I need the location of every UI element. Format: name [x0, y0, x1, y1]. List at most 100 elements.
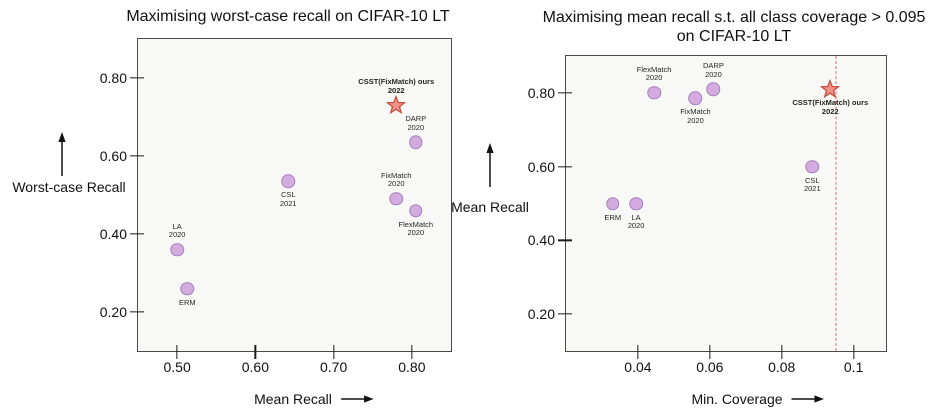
point-label: CSST(FixMatch) ours 2022: [358, 78, 434, 95]
point-label-line: 2021: [279, 198, 297, 208]
circle-marker-fixmatch: [688, 91, 703, 106]
right-plot-area: 0.04 0.06 0.08 0.1 0.20 0.40 0.60 0.80 ERM LA 2020…: [528, 55, 887, 375]
x-tick-mark: [637, 345, 639, 359]
x-tick-label: 0.08: [768, 359, 796, 375]
right-chart-title: Maximising mean recall s.t. all class co…: [543, 9, 926, 46]
point-label: FlexMatch 2020: [636, 64, 672, 83]
point-label-line: 2020: [705, 69, 722, 79]
circle-marker-la: [629, 196, 643, 211]
y-tick-label: 0.20: [527, 306, 555, 323]
y-tick-mark: [130, 155, 144, 157]
y-tick-mark: [558, 313, 572, 315]
point-label-line: DARP: [405, 114, 427, 124]
point-label-line: 2020: [407, 228, 425, 238]
x-tick-label: 0.60: [241, 359, 269, 375]
right-x-axis-label-text: Min. Coverage: [691, 391, 783, 407]
point-label: FlexMatch 2020: [398, 219, 434, 238]
point-label: LA 2020: [169, 222, 186, 239]
point-label: LA 2020: [627, 212, 645, 231]
y-tick-mark: [130, 77, 144, 79]
point-label: CSST(FixMatch) ours 2022: [792, 99, 868, 116]
y-tick-label: 0.80: [99, 70, 127, 86]
circle-marker-flexmatch: [409, 203, 423, 218]
circle-marker-flexmatch: [647, 86, 661, 100]
point-label-line: 2020: [687, 116, 704, 125]
point-label-line: FlexMatch: [398, 219, 434, 229]
point-label-line: ERM: [604, 212, 622, 222]
circle-marker-la: [170, 242, 184, 257]
x-tick-label: 0.70: [320, 359, 348, 375]
point-label: FixMatch 2020: [381, 170, 412, 189]
point-label-line: 2020: [645, 73, 663, 83]
y-tick-mark: [558, 239, 572, 242]
coverage-constraint-line: [835, 56, 837, 351]
point-label-line: FixMatch: [381, 170, 412, 180]
point-label: FixMatch 2020: [680, 108, 710, 125]
point-label-line: 2022: [821, 106, 839, 116]
y-tick-label: 0.80: [527, 84, 555, 101]
left-x-axis-label: Mean Recall: [254, 391, 374, 407]
left-y-axis-label: Worst-case Recall: [12, 179, 126, 195]
point-label-line: FlexMatch: [636, 64, 672, 74]
point-label-line: 2020: [627, 221, 645, 231]
x-tick-label: 0.80: [398, 359, 426, 375]
y-tick-mark: [130, 311, 144, 313]
point-label: CSL 2021: [803, 175, 821, 194]
circle-marker-erm: [180, 281, 195, 296]
circle-marker-csl: [281, 174, 295, 189]
point-label-line: 2020: [168, 230, 186, 239]
circle-marker-fixmatch: [389, 192, 403, 206]
circle-marker-darp: [409, 135, 423, 150]
point-label-line: CSL: [280, 190, 296, 200]
circle-marker-csl: [805, 159, 820, 174]
y-tick-mark: [558, 92, 572, 94]
point-label: ERM: [604, 212, 622, 223]
point-label-line: LA: [631, 212, 641, 222]
right-arrow-icon: [791, 395, 825, 403]
left-x-axis-label-text: Mean Recall: [254, 391, 332, 407]
y-tick-label: 0.60: [527, 158, 555, 175]
right-y-axis-label: Mean Recall: [451, 199, 529, 215]
point-label: DARP 2020: [702, 61, 724, 79]
point-label-line: CSST(FixMatch) ours: [358, 77, 435, 87]
point-label: DARP 2020: [405, 115, 426, 132]
x-tick-label: 0.04: [624, 359, 652, 375]
y-tick-mark: [130, 233, 144, 235]
point-label-line: 2021: [803, 184, 821, 194]
y-tick-label: 0.40: [99, 226, 127, 242]
circle-marker-darp: [706, 82, 721, 96]
left-chart-title: Maximising worst-case recall on CIFAR-10…: [126, 8, 450, 25]
y-tick-mark: [558, 165, 572, 168]
right-chart-title-line2: on CIFAR-10 LT: [676, 27, 792, 45]
x-tick-mark: [781, 345, 783, 359]
x-tick-mark: [176, 345, 178, 359]
point-label-line: DARP: [702, 61, 724, 70]
point-label-line: CSL: [804, 175, 820, 185]
x-tick-mark: [254, 345, 257, 359]
x-tick-mark: [411, 345, 413, 359]
point-label-line: 2020: [387, 179, 405, 189]
y-tick-label: 0.20: [99, 304, 127, 320]
right-arrow-icon: [340, 395, 374, 403]
x-tick-label: 0.50: [163, 359, 191, 375]
x-tick-mark: [332, 345, 335, 359]
star-marker-csst-fixmatch-ours: [820, 79, 841, 99]
point-label: ERM: [178, 297, 196, 308]
point-label-line: FixMatch: [680, 107, 711, 117]
right-chart-title-line1: Maximising mean recall s.t. all class co…: [542, 9, 926, 26]
point-label-line: ERM: [178, 297, 196, 307]
right-x-axis-label: Min. Coverage: [691, 391, 825, 407]
point-label: CSL 2021: [280, 191, 297, 208]
x-tick-label: 0.06: [696, 359, 724, 375]
x-tick-label: 0.1: [843, 359, 864, 375]
x-tick-mark: [852, 345, 855, 359]
x-tick-mark: [709, 345, 711, 359]
star-marker-csst-fixmatch-ours: [386, 95, 407, 115]
up-arrow-icon: [58, 132, 66, 176]
left-plot-area: 0.50 0.60 0.70 0.80 0.20 0.40 0.60 0.80 ERM LA 202…: [100, 38, 452, 375]
point-label-line: 2020: [407, 122, 425, 132]
point-label-line: LA: [172, 221, 182, 231]
y-tick-label: 0.40: [527, 232, 555, 249]
up-arrow-icon: [486, 143, 494, 187]
